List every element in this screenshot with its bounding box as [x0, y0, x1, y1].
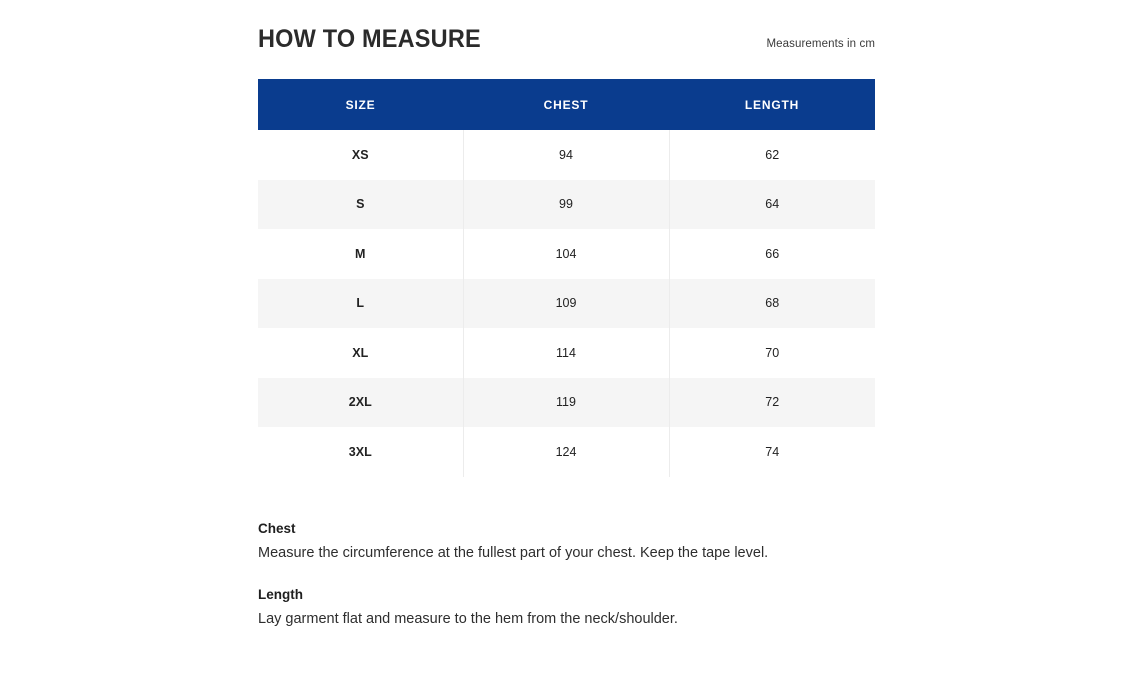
cell-chest: 99 — [462, 179, 669, 229]
cell-chest: 104 — [462, 229, 669, 279]
table-row: XS 94 62 — [258, 130, 875, 180]
note-text: Measure the circumference at the fullest… — [258, 544, 769, 561]
cell-size: L — [258, 278, 463, 328]
column-header-chest: CHEST — [463, 79, 669, 130]
table-row: 2XL 119 72 — [258, 377, 875, 427]
cell-chest: 94 — [462, 130, 669, 180]
cell-length: 72 — [668, 377, 875, 427]
cell-length: 66 — [668, 229, 875, 279]
size-guide-content: HOW TO MEASURE Measurements in cm SIZE C… — [258, 0, 875, 629]
page-title: HOW TO MEASURE — [258, 25, 481, 53]
measurement-notes: Chest Measure the circumference at the f… — [258, 520, 875, 629]
table-row: L 109 68 — [258, 278, 875, 328]
size-chart-table: SIZE CHEST LENGTH XS 94 62 S 99 64 M — [258, 79, 875, 477]
cell-size: 2XL — [258, 377, 463, 427]
note-text: Lay garment flat and measure to the hem … — [258, 610, 678, 627]
note-length: Length Lay garment flat and measure to t… — [258, 586, 875, 629]
cell-length: 62 — [668, 130, 875, 180]
note-title: Chest — [258, 520, 296, 536]
table-header: SIZE CHEST LENGTH — [258, 79, 875, 130]
cell-length: 64 — [668, 179, 875, 229]
cell-size: S — [258, 179, 463, 229]
table-body: XS 94 62 S 99 64 M 104 66 L 109 68 — [258, 130, 875, 477]
cell-size: XL — [352, 345, 369, 360]
cell-length: 68 — [668, 278, 875, 328]
column-header-size: SIZE — [258, 79, 463, 130]
cell-chest: 109 — [462, 278, 669, 328]
table-row: M 104 66 — [258, 229, 875, 279]
units-note: Measurements in cm — [766, 38, 875, 50]
cell-size: XS — [351, 147, 369, 162]
cell-length: 70 — [668, 328, 875, 378]
table-row: 3XL 124 74 — [258, 427, 875, 477]
table-row: XL 114 70 — [258, 328, 875, 378]
cell-chest: 114 — [462, 328, 669, 378]
table-row: S 99 64 — [258, 179, 875, 229]
table-header-row: SIZE CHEST LENGTH — [258, 79, 875, 130]
note-title: Length — [258, 586, 303, 602]
cell-size: M — [355, 246, 366, 261]
cell-size: 3XL — [348, 444, 372, 459]
cell-chest: 119 — [462, 377, 669, 427]
cell-length: 74 — [668, 427, 875, 477]
note-chest: Chest Measure the circumference at the f… — [258, 520, 875, 563]
page-header: HOW TO MEASURE Measurements in cm — [258, 0, 875, 60]
cell-chest: 124 — [462, 427, 669, 477]
column-header-length: LENGTH — [669, 79, 875, 130]
